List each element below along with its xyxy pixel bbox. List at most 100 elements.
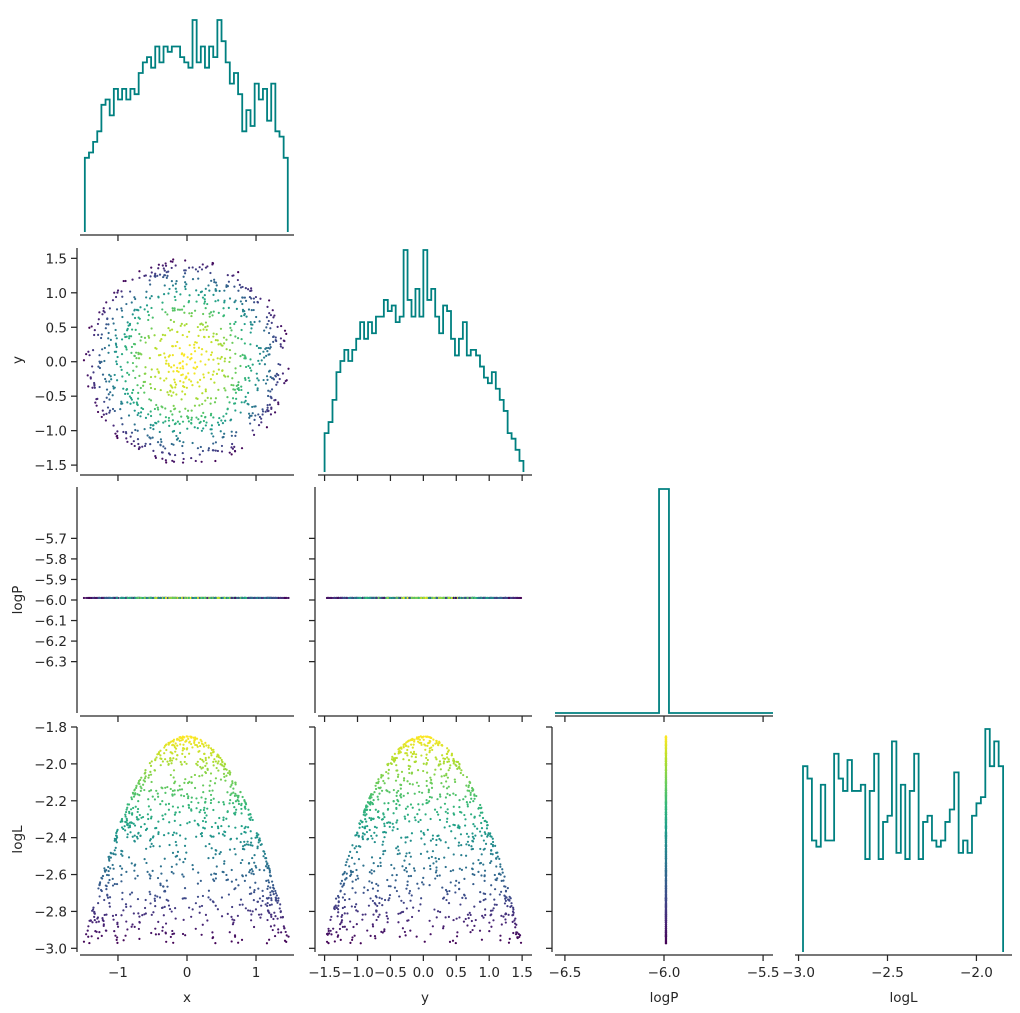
scatter-point — [174, 917, 177, 920]
scatter-point — [260, 417, 263, 420]
scatter-point — [249, 909, 252, 912]
scatter-point — [462, 798, 465, 801]
scatter-point — [101, 917, 104, 920]
scatter-point — [478, 814, 481, 817]
scatter-point — [123, 333, 126, 336]
scatter-point — [437, 834, 440, 837]
scatter-point — [164, 407, 167, 410]
scatter-point — [462, 920, 466, 923]
scatter-point — [161, 451, 164, 454]
scatter-point — [99, 881, 102, 884]
scatter-point — [127, 856, 131, 859]
scatter-point — [404, 817, 407, 820]
scatter-point — [154, 455, 157, 458]
scatter-point — [340, 879, 344, 882]
scatter-point — [266, 408, 269, 412]
scatter-point — [162, 834, 166, 837]
scatter-point — [489, 852, 492, 855]
scatter-point — [402, 779, 406, 782]
scatter-point — [133, 316, 137, 320]
scatter-point — [184, 259, 187, 262]
scatter-point — [137, 912, 140, 915]
scatter-point — [164, 931, 167, 934]
scatter-point — [190, 781, 193, 784]
scatter-point — [167, 802, 171, 805]
scatter-point — [471, 835, 474, 838]
scatter-point — [380, 897, 383, 900]
scatter-point — [272, 887, 276, 890]
scatter-point — [122, 430, 125, 434]
scatter-point — [202, 745, 206, 748]
scatter-point — [435, 739, 438, 742]
scatter-point — [171, 307, 174, 310]
scatter-point — [493, 888, 497, 891]
scatter-point — [114, 342, 118, 345]
scatter-point — [196, 427, 199, 430]
scatter-point — [206, 768, 209, 771]
scatter-point — [235, 808, 238, 811]
scatter-point — [125, 387, 129, 391]
scatter-point — [181, 873, 184, 876]
scatter-point — [260, 359, 263, 362]
scatter-point — [212, 797, 215, 800]
scatter-point — [254, 908, 258, 911]
scatter-point — [212, 764, 215, 767]
scatter-point — [162, 914, 165, 917]
scatter-point — [444, 841, 447, 844]
scatter-point — [422, 831, 425, 835]
scatter-point — [383, 930, 386, 933]
scatter-point — [377, 778, 380, 781]
scatter-point — [187, 806, 191, 809]
scatter-point — [345, 928, 348, 931]
scatter-point — [196, 397, 199, 400]
scatter-point — [181, 333, 184, 337]
scatter-point — [172, 831, 176, 834]
scatter-point — [138, 270, 141, 273]
scatter-point — [462, 773, 465, 777]
scatter-point — [448, 825, 451, 828]
scatter-point — [101, 409, 104, 412]
scatter-point — [250, 872, 253, 875]
scatter-point — [190, 353, 193, 356]
scatter-point — [142, 779, 145, 782]
scatter-point — [132, 795, 136, 798]
scatter-point — [477, 806, 481, 809]
scatter-point — [100, 876, 103, 879]
scatter-point — [120, 817, 124, 821]
scatter-point — [100, 415, 103, 419]
scatter-point — [166, 313, 169, 316]
scatter-point — [395, 821, 398, 824]
scatter-point — [86, 374, 89, 377]
scatter-point — [466, 913, 470, 916]
scatter-point — [107, 331, 110, 335]
scatter-point — [349, 941, 352, 944]
scatter-point — [267, 866, 270, 869]
scatter-point — [262, 378, 265, 382]
scatter-point — [178, 439, 181, 443]
scatter-point — [200, 835, 204, 838]
scatter-point — [395, 847, 398, 850]
scatter-point — [441, 886, 444, 889]
scatter-point — [481, 816, 485, 820]
scatter-point — [209, 898, 212, 901]
scatter-point — [419, 852, 423, 855]
scatter-point — [91, 921, 94, 924]
scatter-point — [493, 873, 496, 877]
scatter-point — [134, 428, 137, 432]
scatter-point — [383, 836, 386, 839]
scatter-point — [252, 308, 255, 312]
scatter-point — [164, 447, 167, 450]
scatter-point — [420, 881, 424, 884]
scatter-point — [258, 415, 262, 419]
scatter-point — [343, 898, 347, 902]
scatter-point — [471, 867, 474, 870]
scatter-point — [406, 880, 409, 883]
scatter-point — [215, 766, 218, 770]
scatter-point — [426, 771, 429, 774]
scatter-point — [223, 834, 226, 837]
scatter-point — [263, 356, 266, 359]
scatter-point — [90, 325, 93, 328]
scatter-point — [153, 899, 157, 902]
scatter-point — [503, 875, 506, 878]
scatter-point — [133, 596, 136, 600]
